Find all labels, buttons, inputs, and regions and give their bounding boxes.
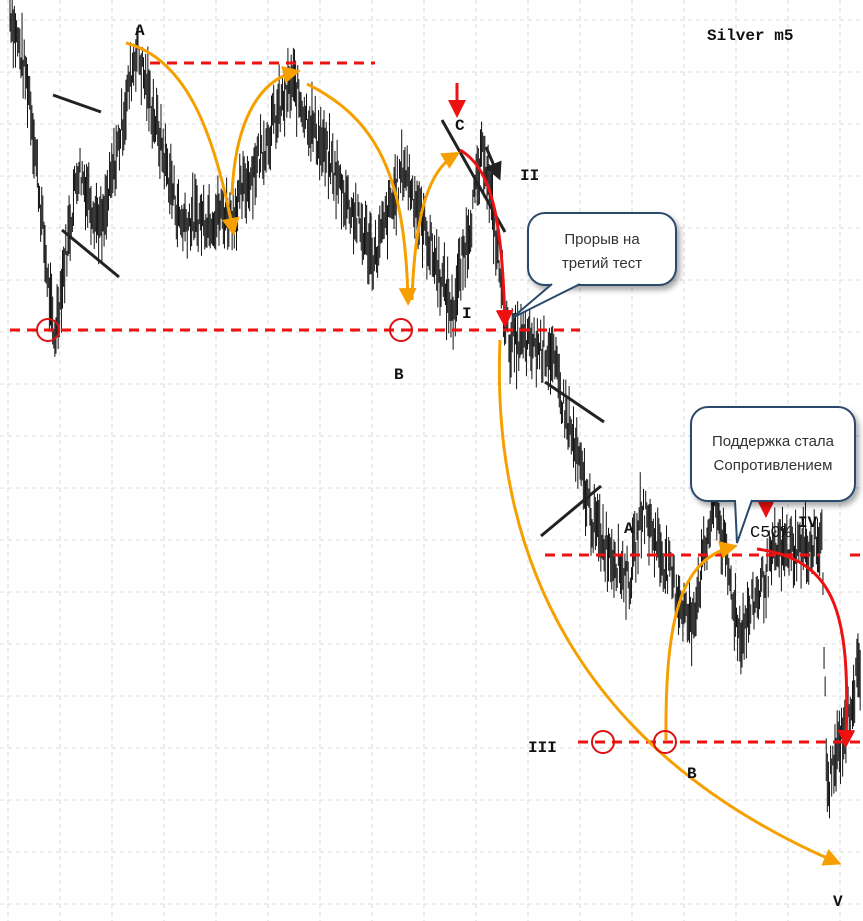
orange-arrow <box>410 151 461 301</box>
callout-line: Сопротивлением <box>713 457 833 474</box>
orange-arrow <box>230 65 301 196</box>
label-a2: A <box>624 520 634 538</box>
orange-arrow <box>497 339 842 866</box>
touch-circle <box>389 318 413 342</box>
red-arrow <box>459 148 514 328</box>
chart-title: Silver m5 <box>707 27 794 45</box>
trendline <box>544 380 605 424</box>
red-arrow <box>756 547 856 748</box>
label-v: V <box>833 893 843 911</box>
callout-line: третий тест <box>561 255 643 272</box>
touch-circle <box>653 730 677 754</box>
callout-support-resistance: Поддержка стала Сопротивлением <box>690 406 856 502</box>
label-ii: II <box>520 167 540 185</box>
label-c: C <box>455 117 465 135</box>
callout-line: Поддержка стала <box>711 433 835 450</box>
label-iii: III <box>528 739 557 757</box>
callout-breakout: Прорыв на третий тест <box>527 212 677 286</box>
label-i: I <box>462 305 472 323</box>
black-down-arrow-icon <box>484 146 502 181</box>
touch-circle <box>591 730 615 754</box>
label-a: A <box>135 22 145 40</box>
trendline <box>52 93 102 114</box>
touch-circle <box>36 318 60 342</box>
price-bars <box>9 0 861 819</box>
trendline <box>540 484 602 538</box>
label-iv: IV <box>798 514 818 532</box>
orange-arrow <box>306 82 417 306</box>
orange-arrow <box>125 41 240 236</box>
trendline <box>61 228 120 279</box>
label-b: B <box>394 366 404 384</box>
orange-arrow <box>664 541 738 741</box>
callout-line: Прорыв на <box>564 231 640 248</box>
label-c50: C50% <box>750 524 791 543</box>
label-b2: B <box>687 765 697 783</box>
